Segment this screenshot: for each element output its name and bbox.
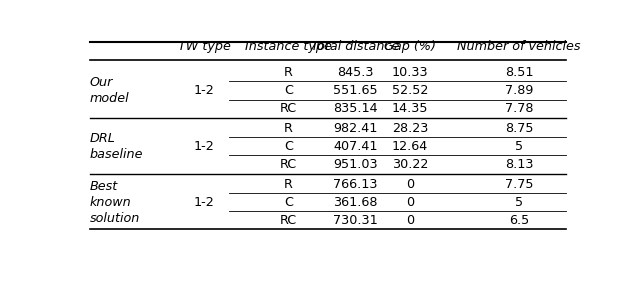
Text: DRL
baseline: DRL baseline <box>90 132 143 161</box>
Text: 1-2: 1-2 <box>194 84 214 97</box>
Text: 12.64: 12.64 <box>392 140 428 153</box>
Text: Gap (%): Gap (%) <box>384 40 436 53</box>
Text: RC: RC <box>280 158 297 171</box>
Text: 730.31: 730.31 <box>333 214 378 227</box>
Text: 951.03: 951.03 <box>333 158 378 171</box>
Text: C: C <box>284 196 293 209</box>
Text: 7.75: 7.75 <box>505 178 533 191</box>
Text: 8.51: 8.51 <box>505 66 533 79</box>
Text: Our
model: Our model <box>90 76 129 105</box>
Text: Instance type: Instance type <box>245 40 332 53</box>
Text: 1-2: 1-2 <box>194 140 214 153</box>
Text: 845.3: 845.3 <box>337 66 374 79</box>
Text: 6.5: 6.5 <box>509 214 529 227</box>
Text: 551.65: 551.65 <box>333 84 378 97</box>
Text: Number of vehicles: Number of vehicles <box>457 40 580 53</box>
Text: RC: RC <box>280 214 297 227</box>
Text: 407.41: 407.41 <box>333 140 378 153</box>
Text: 8.75: 8.75 <box>505 122 533 135</box>
Text: C: C <box>284 140 293 153</box>
Text: R: R <box>284 122 292 135</box>
Text: 30.22: 30.22 <box>392 158 428 171</box>
Text: Best
known
solution: Best known solution <box>90 180 140 225</box>
Text: 8.13: 8.13 <box>505 158 533 171</box>
Text: R: R <box>284 66 292 79</box>
Text: 7.78: 7.78 <box>505 102 533 115</box>
Text: 1-2: 1-2 <box>194 196 214 209</box>
Text: Total distance: Total distance <box>311 40 399 53</box>
Text: 766.13: 766.13 <box>333 178 378 191</box>
Text: C: C <box>284 84 293 97</box>
Text: R: R <box>284 178 292 191</box>
Text: 7.89: 7.89 <box>505 84 533 97</box>
Text: 0: 0 <box>406 196 414 209</box>
Text: 0: 0 <box>406 214 414 227</box>
Text: 5: 5 <box>515 140 523 153</box>
Text: 361.68: 361.68 <box>333 196 378 209</box>
Text: 28.23: 28.23 <box>392 122 428 135</box>
Text: RC: RC <box>280 102 297 115</box>
Text: 982.41: 982.41 <box>333 122 378 135</box>
Text: 10.33: 10.33 <box>392 66 428 79</box>
Text: 835.14: 835.14 <box>333 102 378 115</box>
Text: 14.35: 14.35 <box>392 102 428 115</box>
Text: TW type: TW type <box>177 40 230 53</box>
Text: 5: 5 <box>515 196 523 209</box>
Text: 0: 0 <box>406 178 414 191</box>
Text: 52.52: 52.52 <box>392 84 428 97</box>
